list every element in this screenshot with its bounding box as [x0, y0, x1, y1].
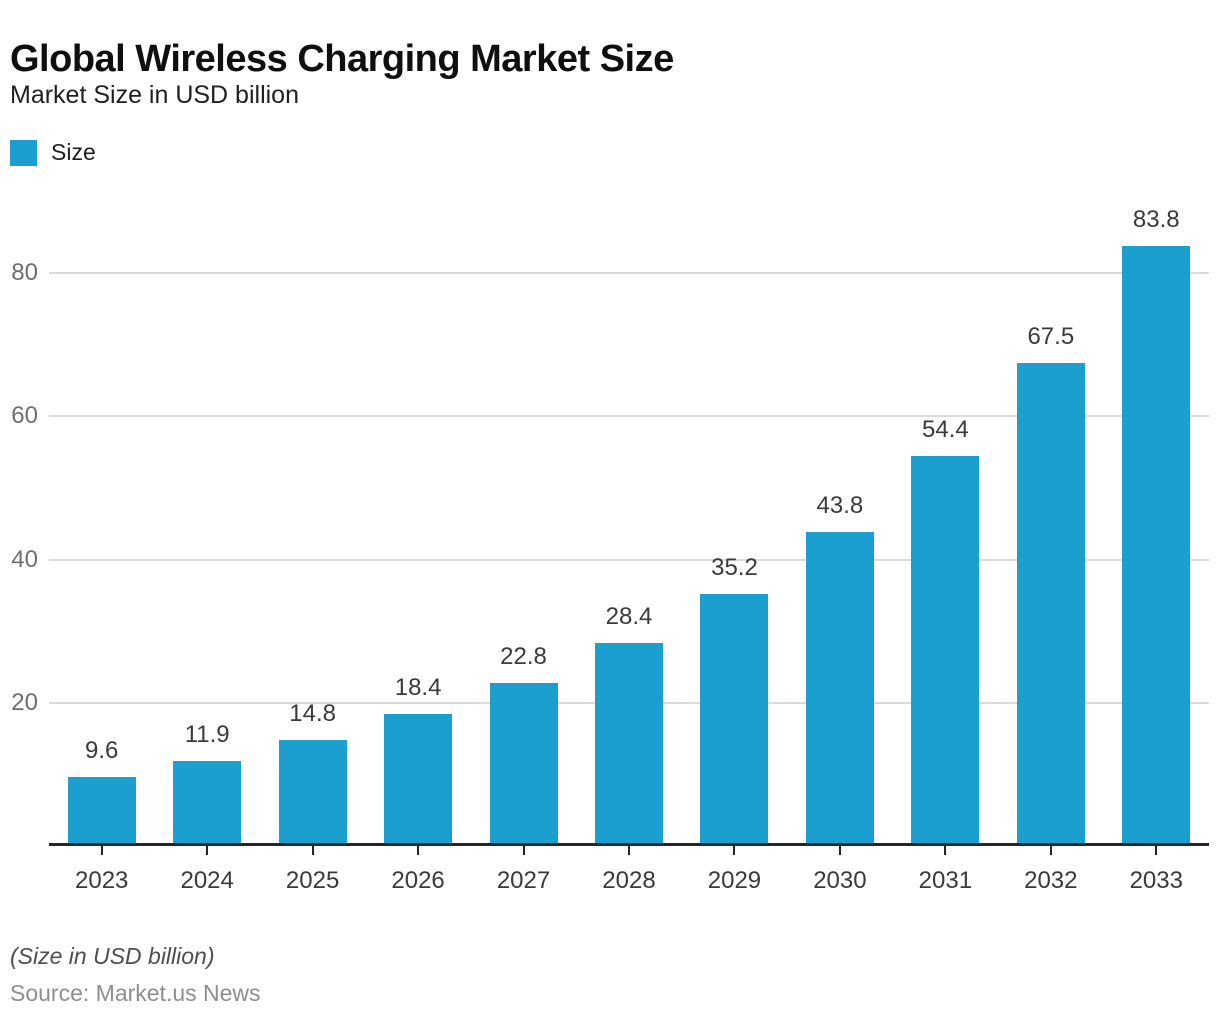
bar-2032: [1016, 362, 1085, 843]
bar-value-label-2028: 28.4: [605, 602, 653, 630]
x-axis-line: [49, 843, 1209, 846]
y-gridline-40: [49, 558, 1209, 561]
bar-value-label-2026: 18.4: [394, 674, 442, 702]
x-axis-tick-2024: [206, 846, 209, 855]
bar-value-label-2031: 54.4: [922, 416, 969, 444]
x-axis-label-2027: 2027: [496, 867, 551, 894]
x-axis-tick-2031: [944, 846, 947, 855]
bar-value-label-2030: 43.8: [816, 492, 864, 520]
y-axis-label-80: 80: [11, 259, 38, 286]
x-axis-tick-2029: [733, 846, 736, 855]
bar-2031: [911, 456, 980, 843]
x-axis-tick-2027: [522, 846, 525, 855]
source-credit: Source: Market.us News: [10, 980, 261, 1006]
x-axis-tick-2030: [838, 846, 841, 855]
x-axis-tick-2032: [1049, 846, 1052, 855]
bar-2028: [595, 642, 663, 843]
y-axis-label-60: 60: [11, 402, 38, 430]
bar-2033: [1122, 245, 1191, 843]
x-axis-label-2023: 2023: [75, 867, 129, 894]
x-axis-label-2024: 2024: [180, 867, 234, 894]
legend-label-size[interactable]: Size: [51, 139, 96, 165]
y-axis-label-20: 20: [11, 688, 38, 716]
x-axis-tick-2026: [417, 846, 420, 855]
bar-2025: [278, 739, 347, 843]
x-axis-tick-2025: [311, 846, 314, 855]
x-axis-label-2030: 2030: [813, 867, 867, 894]
bar-value-label-2033: 83.8: [1132, 205, 1180, 233]
y-gridline-80: [49, 272, 1209, 274]
bar-2026: [384, 714, 453, 843]
x-axis-label-2025: 2025: [285, 867, 340, 894]
bar-value-label-2029: 35.2: [711, 553, 758, 581]
y-gridline-60: [49, 415, 1209, 418]
x-axis-label-2033: 2033: [1129, 867, 1183, 894]
x-axis-tick-2023: [100, 846, 103, 855]
bar-value-label-2027: 22.8: [500, 642, 547, 670]
x-axis-tick-2028: [628, 846, 630, 855]
x-axis-label-2026: 2026: [391, 867, 445, 894]
footnote: (Size in USD billion): [10, 943, 215, 969]
chart-title: Global Wireless Charging Market Size: [10, 38, 674, 81]
bar-2023: [67, 777, 136, 843]
x-axis-label-2028: 2028: [602, 867, 656, 894]
x-axis-tick-2033: [1155, 846, 1158, 855]
x-axis-label-2031: 2031: [918, 867, 973, 894]
y-axis-label-40: 40: [11, 545, 38, 573]
legend: Size: [10, 139, 96, 166]
bar-2027: [489, 682, 558, 843]
bar-value-label-2025: 14.8: [289, 699, 336, 727]
chart-subtitle: Market Size in USD billion: [10, 81, 299, 109]
bar-value-label-2024: 11.9: [184, 720, 230, 748]
bar-2024: [173, 760, 242, 843]
bar-value-label-2023: 9.6: [85, 737, 119, 765]
legend-swatch-size[interactable]: [10, 139, 37, 166]
bar-2029: [700, 593, 769, 843]
x-axis-label-2029: 2029: [707, 867, 762, 894]
bar-value-label-2032: 67.5: [1027, 322, 1075, 350]
bar-2030: [805, 532, 874, 843]
x-axis-label-2032: 2032: [1024, 867, 1078, 894]
